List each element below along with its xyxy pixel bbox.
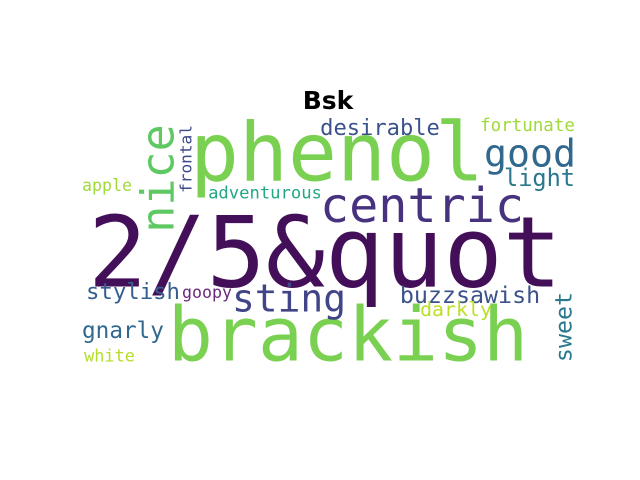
word-good: good [484,133,576,177]
word-buzzsawish: buzzsawish [400,282,540,309]
word-brackish: brackish [168,292,528,379]
word-stylish: stylish [86,279,180,305]
word-2-5-quot: 2/5&quot [88,197,562,311]
word-adventurous: adventurous [208,184,322,204]
word-desirable: desirable [320,115,440,141]
word-light: light [504,164,575,192]
word-apple: apple [82,176,132,195]
word-phenol: phenol [190,106,484,201]
word-sweet: sweet [551,292,578,362]
word-goopy: goopy [182,283,232,302]
word-darkly: darkly [420,298,492,321]
word-frontal: frontal [177,125,196,193]
word-sting: sting [232,277,346,321]
word-centric: centric [320,178,524,234]
word-white: white [84,346,135,366]
chart-title: Bsk [302,86,354,115]
word-fortunate: fortunate [480,116,575,136]
word-gnarly: gnarly [82,318,164,344]
word-nice: nice [132,124,185,232]
